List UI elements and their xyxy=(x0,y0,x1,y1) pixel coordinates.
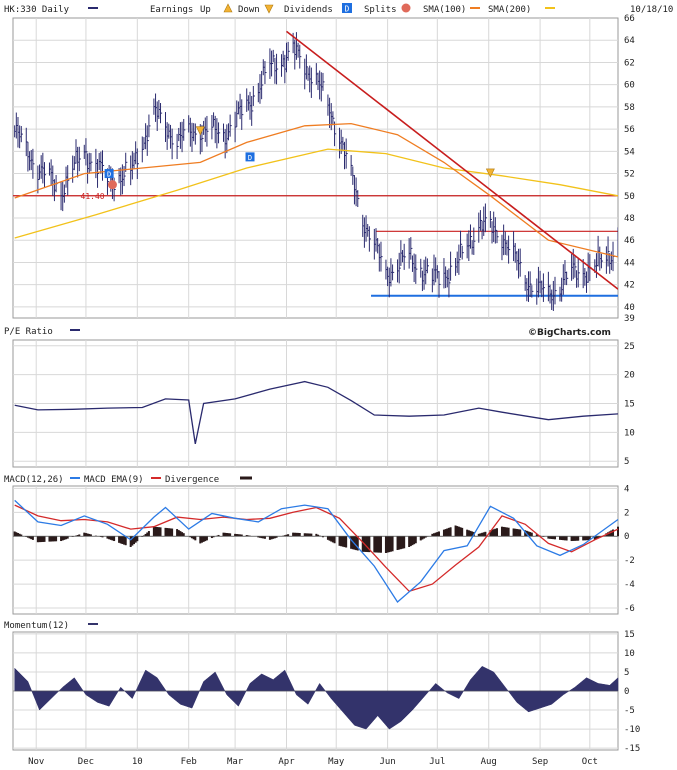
macd-y-tick: -6 xyxy=(624,604,635,614)
legend-sma100: SMA(100) xyxy=(423,5,466,15)
macd-y-tick: 4 xyxy=(624,484,629,494)
pe-line xyxy=(14,380,619,445)
macd-panel: -6 -4 -2 0 2 4 xyxy=(12,484,635,615)
price-y-tick: 58 xyxy=(624,103,635,113)
macd-y-tick: 0 xyxy=(624,532,629,542)
price-bars xyxy=(14,32,618,311)
macd-y-tick: -2 xyxy=(624,556,635,566)
pe-title: P/E Ratio xyxy=(4,327,53,337)
x-tick-label: Aug xyxy=(481,757,497,767)
split-marker xyxy=(107,180,117,190)
x-tick-label: Feb xyxy=(181,757,197,767)
dividend-icon xyxy=(342,3,352,13)
sma200-line xyxy=(14,148,618,239)
pe-y-tick: 25 xyxy=(624,342,635,352)
price-y-tick: 66 xyxy=(624,14,635,24)
legend-down: Down xyxy=(238,5,260,15)
price-legend: HK:330 Daily Earnings Up Down Dividends … xyxy=(4,3,673,15)
price-y-tick: 42 xyxy=(624,281,635,291)
momentum-y-tick: 15 xyxy=(624,630,635,640)
legend-earnings: Earnings xyxy=(150,5,193,15)
price-y-tick: 54 xyxy=(624,147,635,157)
downtrend-line xyxy=(286,30,618,290)
momentum-y-tick: -15 xyxy=(624,744,640,754)
divergence-label: Divergence xyxy=(165,475,219,485)
price-y-tick: 39 xyxy=(624,314,635,324)
pe-y-tick: 15 xyxy=(624,400,635,410)
price-y-tick: 62 xyxy=(624,58,635,68)
dividend-marker-label: D xyxy=(248,154,252,162)
momentum-y-tick: -5 xyxy=(624,706,635,716)
macd-ema-label: MACD EMA(9) xyxy=(84,475,144,485)
price-label: 41.40 xyxy=(81,192,105,201)
momentum-y-tick: -10 xyxy=(624,725,640,735)
x-tick-label: Jul xyxy=(429,757,445,767)
earnings-down-marker xyxy=(195,126,205,136)
dividend-marker xyxy=(104,169,114,179)
dividend-marker xyxy=(245,152,255,162)
x-tick-label: 10 xyxy=(132,757,143,767)
pe-panel: 5 10 15 20 25 xyxy=(12,339,635,468)
momentum-y-tick: 5 xyxy=(624,668,629,678)
price-y-tick: 56 xyxy=(624,125,635,135)
macd-y-tick: 2 xyxy=(624,508,629,518)
brand-label: ©BigCharts.com xyxy=(528,328,611,338)
price-frame xyxy=(12,17,619,319)
x-tick-label: May xyxy=(328,757,345,767)
price-y-tick: 48 xyxy=(624,214,635,224)
price-y-tick: 60 xyxy=(624,81,635,91)
earnings-down-icon xyxy=(264,4,274,14)
macd-line xyxy=(14,499,619,603)
split-icon xyxy=(401,3,411,13)
x-tick-label: Dec xyxy=(78,757,94,767)
svg-text:D: D xyxy=(345,5,350,14)
macd-title: MACD(12,26) xyxy=(4,475,64,485)
price-y-tick: 64 xyxy=(624,36,635,46)
price-y-tick: 46 xyxy=(624,236,635,246)
macd-histogram xyxy=(13,525,619,553)
dividend-marker-label: D xyxy=(107,171,111,179)
x-tick-label: Mar xyxy=(227,757,244,767)
price-y-tick: 44 xyxy=(624,258,635,268)
momentum-y-tick: 10 xyxy=(624,649,635,659)
sma100-line xyxy=(14,122,618,258)
pe-y-tick: 10 xyxy=(624,428,635,438)
pe-y-tick: 20 xyxy=(624,371,635,381)
price-y-tick: 50 xyxy=(624,192,635,202)
price-y-tick: 52 xyxy=(624,170,635,180)
momentum-title: Momentum(12) xyxy=(4,621,69,631)
x-tick-label: Nov xyxy=(28,757,44,767)
x-tick-label: Sep xyxy=(532,757,548,767)
x-tick-label: Oct xyxy=(582,757,598,767)
x-tick-label: Jun xyxy=(379,757,395,767)
pe-y-tick: 5 xyxy=(624,457,629,467)
chart-date: 10/18/10 xyxy=(630,5,673,15)
chart-panels: 394042444648505254565860626466510152025-… xyxy=(4,14,640,767)
legend-splits: Splits xyxy=(364,5,397,15)
macd-frame xyxy=(12,485,619,615)
earnings-up-icon xyxy=(223,3,233,13)
macd-y-tick: -4 xyxy=(624,580,635,590)
momentum-y-tick: 0 xyxy=(624,687,629,697)
legend-up: Up xyxy=(200,5,211,15)
symbol-label: HK:330 Daily xyxy=(4,5,70,15)
legend-dividends: Dividends xyxy=(284,5,333,15)
x-tick-label: Apr xyxy=(278,757,295,767)
legend-sma200: SMA(200) xyxy=(488,5,531,15)
price-y-tick: 40 xyxy=(624,303,635,313)
earnings-down-marker xyxy=(485,168,495,178)
price-plot: D D 41.40 xyxy=(13,30,618,311)
